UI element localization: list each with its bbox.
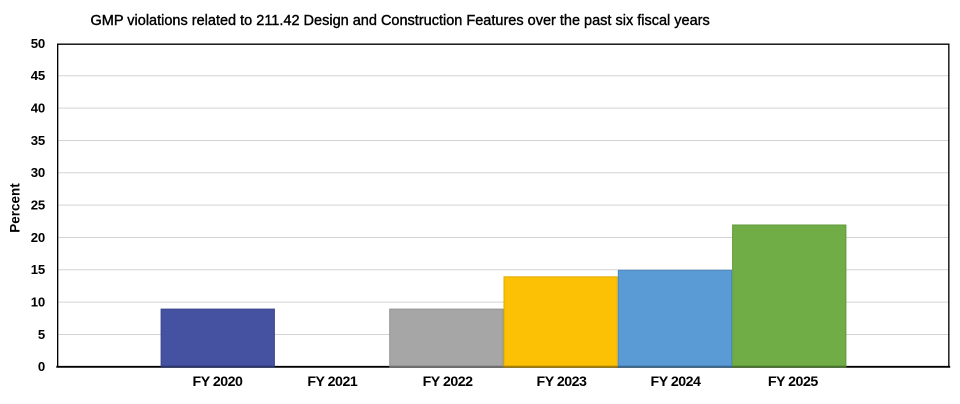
svg-text:FY 2023: FY 2023	[537, 374, 587, 390]
svg-text:25: 25	[31, 197, 45, 212]
svg-text:Percent: Percent	[8, 183, 23, 233]
svg-text:20: 20	[31, 230, 45, 245]
svg-text:FY 2022: FY 2022	[423, 374, 473, 390]
svg-text:35: 35	[31, 133, 45, 148]
svg-text:50: 50	[31, 36, 45, 51]
svg-text:5: 5	[38, 327, 45, 342]
svg-text:FY 2020: FY 2020	[193, 374, 243, 390]
svg-text:45: 45	[31, 68, 45, 83]
svg-text:30: 30	[31, 165, 45, 180]
svg-text:40: 40	[31, 100, 45, 115]
svg-text:GMP violations related to 211.: GMP violations related to 211.42 Design …	[91, 13, 710, 29]
svg-text:FY 2024: FY 2024	[651, 374, 701, 390]
svg-text:15: 15	[31, 262, 45, 277]
svg-text:0: 0	[38, 359, 45, 374]
svg-text:FY 2025: FY 2025	[768, 374, 818, 390]
svg-text:FY 2021: FY 2021	[307, 374, 357, 390]
svg-text:10: 10	[31, 294, 45, 309]
